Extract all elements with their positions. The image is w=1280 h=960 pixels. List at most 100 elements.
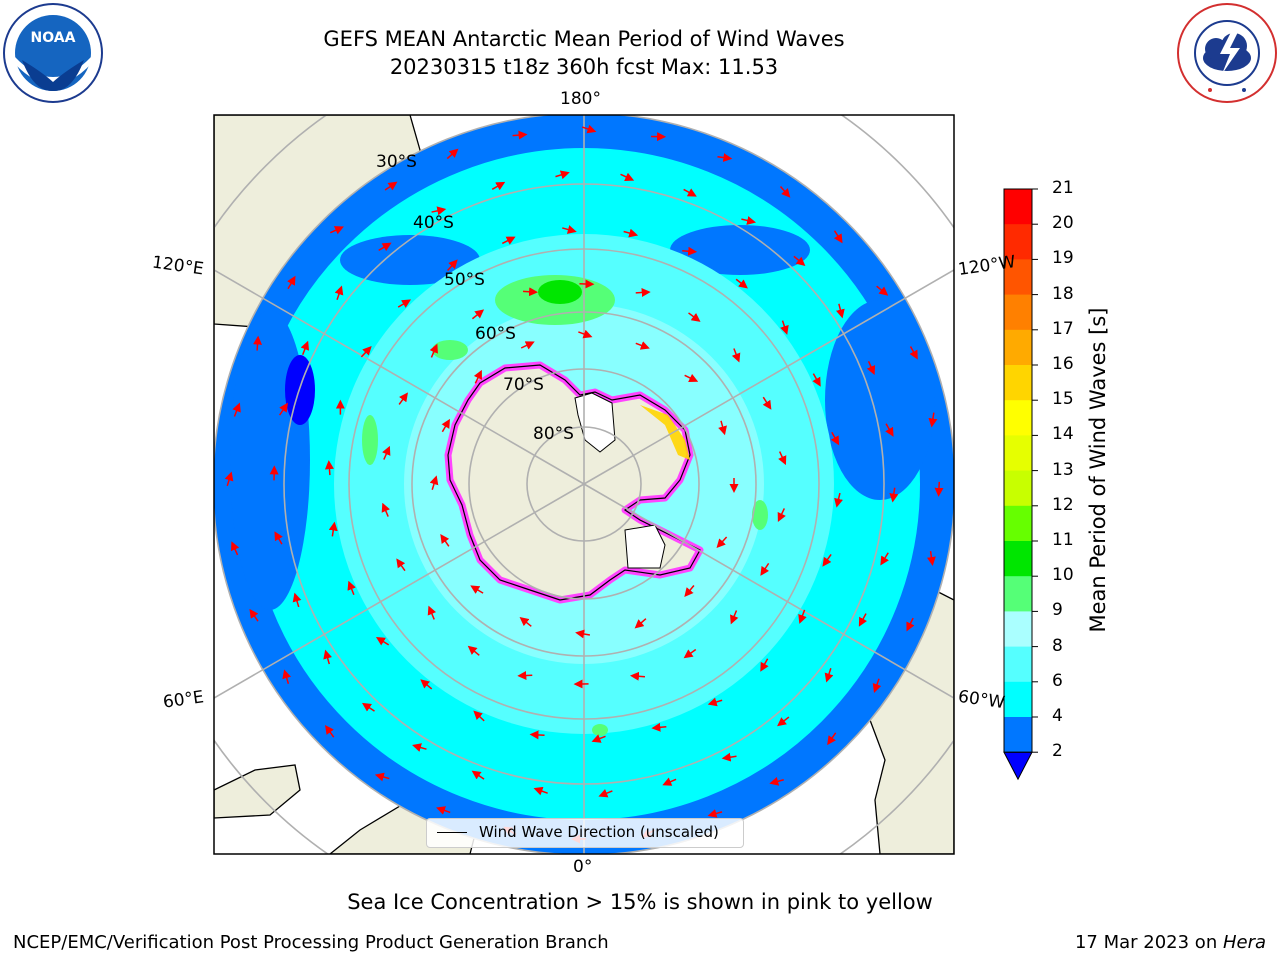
colorbar-tick-label: 21 — [1052, 178, 1074, 198]
wave-direction-arrow — [471, 770, 485, 780]
wave-direction-arrow — [230, 541, 240, 556]
wave-direction-arrow — [470, 585, 484, 594]
wave-direction-arrow — [926, 551, 936, 566]
wave-direction-arrow — [398, 392, 408, 405]
graticule — [214, 115, 954, 854]
footer-machine: Hera — [1222, 932, 1266, 953]
wave-direction-arrow — [591, 734, 606, 743]
wave-direction-arrow — [731, 348, 741, 363]
wave-direction-arrow — [777, 508, 786, 523]
colorbar-segment — [1004, 365, 1032, 401]
wave-direction-arrow — [623, 228, 639, 238]
wave-direction-arrow — [822, 554, 832, 567]
ross-ice-shelf — [574, 392, 616, 453]
wave-direction-arrow — [249, 608, 259, 622]
wave-direction-arrow — [735, 278, 748, 289]
wave-direction-arrow — [575, 629, 591, 639]
wave-direction-arrow — [519, 616, 532, 627]
wave-direction-arrow — [909, 346, 918, 360]
meridian-label-0: 0° — [573, 857, 593, 877]
footer-date-text: 17 Mar 2023 on — [1074, 932, 1223, 953]
wave-direction-arrow — [232, 402, 241, 417]
colorbar-segment — [1004, 400, 1032, 436]
wave-direction-arrow — [769, 776, 784, 786]
wave-direction-arrow — [253, 335, 263, 351]
wave-direction-arrow — [375, 636, 390, 646]
colorbar-tick-label: 6 — [1052, 670, 1063, 691]
wave-direction-arrow — [447, 259, 458, 271]
latitude-label-70s: 70°S — [503, 375, 544, 395]
svg-text:NOAA: NOAA — [31, 30, 76, 46]
wave-direction-arrow — [520, 341, 535, 350]
wave-direction-arrow — [872, 678, 882, 693]
wave-direction-arrow — [683, 648, 697, 659]
wave-direction-arrow — [798, 609, 807, 624]
wave-direction-arrow — [682, 246, 698, 256]
colorbar-tick-label: 9 — [1052, 600, 1063, 621]
colorbar-tick-label: 13 — [1052, 459, 1074, 480]
wave-direction-arrow — [420, 679, 433, 690]
wave-direction-arrow — [378, 242, 392, 252]
latitude-label-60s: 60°S — [475, 324, 516, 344]
wave-direction-arrow — [436, 806, 451, 815]
colorbar-tick-label: 4 — [1052, 706, 1063, 726]
wave-direction-arrow — [441, 418, 450, 433]
wave-direction-arrow — [329, 226, 344, 235]
colorbar-tick-label: 17 — [1052, 318, 1074, 339]
wave-direction-arrow — [328, 521, 338, 537]
wave-direction-arrow — [323, 649, 332, 665]
wave-direction-arrow — [396, 558, 406, 572]
wave-direction-arrow — [629, 671, 646, 681]
latitude-label-40s: 40°S — [413, 213, 454, 233]
wave-direction-arrow — [688, 312, 701, 322]
wave-direction-arrow — [779, 185, 791, 198]
wave-direction-arrow — [381, 502, 390, 517]
wave-direction-arrow — [523, 287, 539, 297]
noaa-logo: NOAA — [3, 3, 103, 103]
wave-direction-arrow — [827, 732, 837, 746]
wave-direction-arrow — [382, 445, 391, 460]
wave-direction-arrow — [830, 431, 840, 446]
colorbar-segment — [1004, 435, 1032, 472]
map-frame — [213, 114, 955, 855]
wave-direction-arrow — [741, 216, 757, 225]
wave-direction-arrow — [562, 225, 577, 234]
colorbar-segment — [1004, 681, 1032, 718]
wave-direction-arrow — [578, 329, 593, 339]
colorbar-extend-arrow — [1003, 751, 1033, 781]
wave-direction-arrow — [324, 724, 335, 738]
colorbar-tick-label: 15 — [1052, 389, 1074, 410]
wave-direction-arrow — [512, 130, 528, 140]
colorbar-tick-label: 18 — [1052, 283, 1074, 304]
wave-direction-arrow — [429, 475, 439, 490]
colorbar-segment — [1004, 329, 1032, 366]
latitude-label-80s: 80°S — [533, 424, 574, 444]
colorbar-segment — [1004, 259, 1032, 296]
wave-direction-arrow — [501, 236, 516, 245]
wave-direction-arrow — [718, 420, 727, 436]
wave-direction-arrow — [793, 255, 806, 266]
colorbar-tick-label: 10 — [1052, 565, 1074, 586]
national-weather-service-logo — [1177, 3, 1277, 103]
colorbar-segment — [1004, 541, 1032, 577]
wave-direction-arrow — [427, 605, 437, 620]
wave-direction-arrow — [707, 809, 723, 818]
colorbar-tick-label: 11 — [1052, 530, 1074, 550]
colorbar-segment — [1004, 505, 1032, 542]
wave-direction-arrow — [529, 730, 545, 740]
colorbar-segment — [1004, 294, 1032, 331]
colorbar-tick-label: 16 — [1052, 354, 1074, 374]
wave-direction-arrow — [360, 345, 372, 358]
colorbar-segment — [1004, 224, 1032, 260]
wave-direction-arrow — [555, 170, 570, 180]
wave-direction-arrow — [473, 710, 485, 722]
wave-direction-arrow — [721, 752, 737, 762]
latitude-label-30s: 30°S — [376, 152, 417, 172]
wave-direction-arrow — [716, 536, 728, 549]
wave-direction-arrow — [684, 373, 699, 382]
wave-direction-arrow — [300, 340, 310, 356]
wave-direction-arrow — [651, 722, 667, 732]
wave-direction-arrow — [866, 360, 876, 376]
colorbar-segment — [1004, 189, 1032, 225]
wave-direction-arrow — [684, 584, 695, 597]
